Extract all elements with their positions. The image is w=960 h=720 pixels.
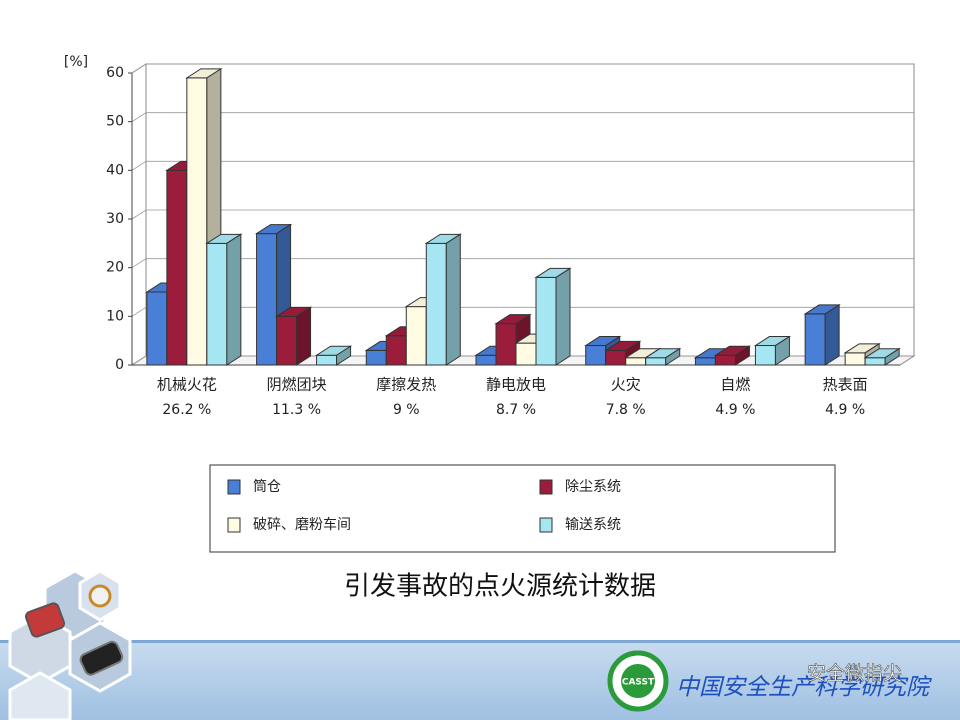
- bar-front: [844, 352, 866, 366]
- bar-side: [665, 347, 681, 366]
- bar-front: [405, 306, 427, 366]
- legend-label: 输送系统: [565, 517, 621, 533]
- bar-front: [146, 291, 168, 366]
- bar-side: [824, 303, 840, 366]
- y-axis-label: [%]: [64, 54, 88, 70]
- grid-line: [131, 306, 914, 317]
- legend-box: [209, 464, 836, 553]
- bar: [863, 347, 901, 366]
- bar-front: [605, 349, 627, 366]
- bar-front: [316, 354, 338, 366]
- bar-side: [226, 233, 242, 366]
- y-tick-label: 20: [106, 260, 124, 276]
- bar: [314, 345, 353, 366]
- bar-front: [256, 233, 278, 366]
- org-name: 中国安全生产科学研究院: [676, 675, 932, 701]
- bar-side: [884, 347, 900, 366]
- bar-side: [734, 345, 750, 366]
- bar-front: [515, 342, 537, 366]
- bar-side: [336, 345, 352, 366]
- bar: [713, 345, 752, 366]
- x-tick-sublabel: 4.9 %: [715, 402, 755, 418]
- footer-rule: [0, 640, 960, 643]
- x-tick-sublabel: 26.2 %: [162, 402, 211, 418]
- bar-front: [804, 313, 826, 366]
- legend-label: 除尘系统: [565, 479, 621, 495]
- grid-line: [131, 258, 914, 269]
- x-tick-label: 火灾: [611, 376, 641, 394]
- bar-front: [754, 345, 776, 366]
- bar-front: [186, 77, 208, 366]
- bar-front: [714, 354, 736, 366]
- x-tick-label: 自燃: [720, 376, 750, 394]
- bar-front: [585, 345, 607, 366]
- caption: 引发事故的点火源统计数据: [344, 572, 656, 602]
- logo: CASST: [607, 650, 669, 712]
- bar: [424, 233, 462, 366]
- y-tick-label: 50: [106, 114, 124, 130]
- bar-side: [555, 267, 571, 366]
- bar-front: [385, 335, 407, 366]
- y-tick-label: 40: [106, 162, 124, 178]
- bar-front: [166, 169, 188, 366]
- logo-text: CASST: [622, 678, 655, 688]
- y-tick-label: 60: [106, 65, 124, 81]
- x-tick-label: 热表面: [823, 376, 868, 394]
- x-tick-sublabel: 4.9 %: [825, 402, 865, 418]
- legend-swatch: [227, 479, 241, 495]
- x-tick-sublabel: 7.8 %: [606, 402, 646, 418]
- bar-front: [864, 357, 886, 366]
- bar: [644, 347, 682, 366]
- bar-front: [425, 242, 447, 366]
- grid-line: [131, 160, 914, 171]
- footer-band: [0, 640, 960, 720]
- bar-side: [445, 233, 461, 366]
- x-tick-label: 摩擦发热: [376, 376, 436, 394]
- bar: [534, 267, 572, 366]
- y-tick-label: 0: [115, 357, 124, 373]
- y-tick-label: 10: [106, 308, 124, 324]
- bar-front: [625, 357, 647, 366]
- watermark: 安全微指尖: [807, 663, 902, 685]
- x-tick-label: 静电放电: [486, 376, 546, 394]
- y-tick-label: 30: [106, 211, 124, 227]
- bar: [753, 335, 792, 366]
- legend-swatch: [539, 517, 553, 533]
- bar-front: [495, 323, 517, 366]
- x-tick-label: 阴燃团块: [267, 376, 327, 394]
- bar-front: [276, 315, 298, 366]
- x-tick-sublabel: 9 %: [393, 402, 420, 418]
- grid-line: [131, 63, 914, 74]
- bar: [803, 303, 841, 366]
- bar-side: [774, 335, 790, 366]
- legend-label: 筒仓: [253, 478, 281, 495]
- bar-front: [645, 357, 667, 366]
- bar-front: [475, 354, 497, 366]
- bar: [274, 306, 313, 366]
- hex-decoration: [8, 569, 132, 720]
- bar-front: [206, 242, 228, 366]
- bar-side: [296, 306, 312, 366]
- x-tick-sublabel: 8.7 %: [496, 402, 536, 418]
- bar: [205, 233, 243, 366]
- x-tick-label: 机械火花: [157, 376, 217, 394]
- x-tick-sublabel: 11.3 %: [272, 402, 321, 418]
- legend-swatch: [539, 479, 553, 495]
- legend-swatch: [227, 517, 241, 533]
- legend-label: 破碎、磨粉车间: [253, 516, 351, 533]
- grid-line: [131, 209, 914, 220]
- grid-line: [131, 112, 914, 123]
- bar-front: [694, 357, 716, 366]
- bar-front: [535, 276, 557, 366]
- bar-front: [365, 349, 387, 366]
